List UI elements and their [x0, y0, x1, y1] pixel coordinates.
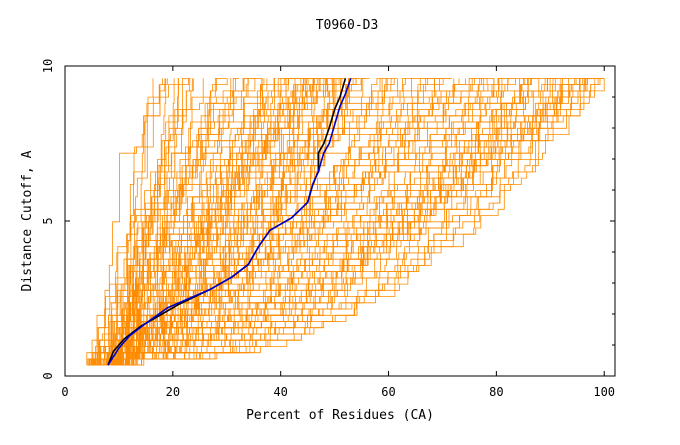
model-curve — [96, 78, 495, 366]
x-tick-label: 80 — [489, 385, 503, 399]
x-tick-label: 60 — [381, 385, 395, 399]
model-curve — [106, 78, 166, 366]
model-curve — [107, 78, 263, 366]
model-curve — [106, 78, 599, 366]
y-axis-label: Distance Cutoff, A — [20, 150, 35, 291]
y-tick-label: 0 — [41, 372, 55, 379]
model-curve — [115, 78, 488, 366]
model-curve — [97, 78, 179, 366]
model-curve — [108, 78, 532, 366]
model-curve — [98, 78, 263, 366]
model-curve — [96, 78, 381, 366]
model-curve — [127, 78, 392, 366]
model-curve — [109, 78, 514, 366]
chart-title: T0960-D3 — [316, 18, 379, 33]
model-curve — [91, 78, 308, 366]
model-curve — [111, 78, 320, 366]
model-curve — [86, 78, 256, 366]
model-curve — [89, 78, 164, 366]
model-curve — [124, 78, 399, 366]
model-curve — [94, 78, 189, 366]
x-axis-label: Percent of Residues (CA) — [246, 408, 434, 423]
y-tick-label: 10 — [41, 59, 55, 73]
x-tick-label: 0 — [61, 385, 68, 399]
x-tick-label: 20 — [166, 385, 180, 399]
model-curve — [113, 78, 548, 366]
model-curve — [97, 78, 597, 366]
axis-ticks: 0 20 40 60 80 100 0 5 10 — [41, 59, 615, 399]
highlighted-model-curves — [107, 78, 352, 366]
x-tick-label: 100 — [593, 385, 615, 399]
model-curve — [107, 78, 327, 366]
y-tick-label: 5 — [41, 217, 55, 224]
model-curve — [120, 78, 316, 366]
model-curve — [96, 78, 239, 366]
model-curve — [105, 78, 537, 366]
model-curve — [111, 78, 500, 366]
model-curve — [122, 78, 455, 366]
model-curve — [126, 78, 415, 366]
model-curve — [109, 78, 526, 366]
model-curve — [105, 78, 534, 366]
model-curve — [89, 78, 245, 366]
model-curve — [97, 78, 328, 366]
model-curve — [122, 78, 326, 366]
model-curve — [113, 78, 605, 366]
x-tick-label: 40 — [273, 385, 287, 399]
background-model-curves — [86, 78, 605, 366]
model-curve — [119, 78, 191, 366]
model-curve — [111, 78, 296, 366]
model-curve — [112, 78, 154, 366]
model-curve — [128, 78, 194, 366]
model-curve — [98, 78, 557, 366]
model-curve — [115, 78, 268, 366]
model-curve — [89, 78, 341, 366]
model-curve — [125, 78, 569, 366]
model-curve — [112, 78, 397, 366]
highlight-curve-blue — [107, 78, 352, 366]
model-curve — [116, 78, 249, 366]
